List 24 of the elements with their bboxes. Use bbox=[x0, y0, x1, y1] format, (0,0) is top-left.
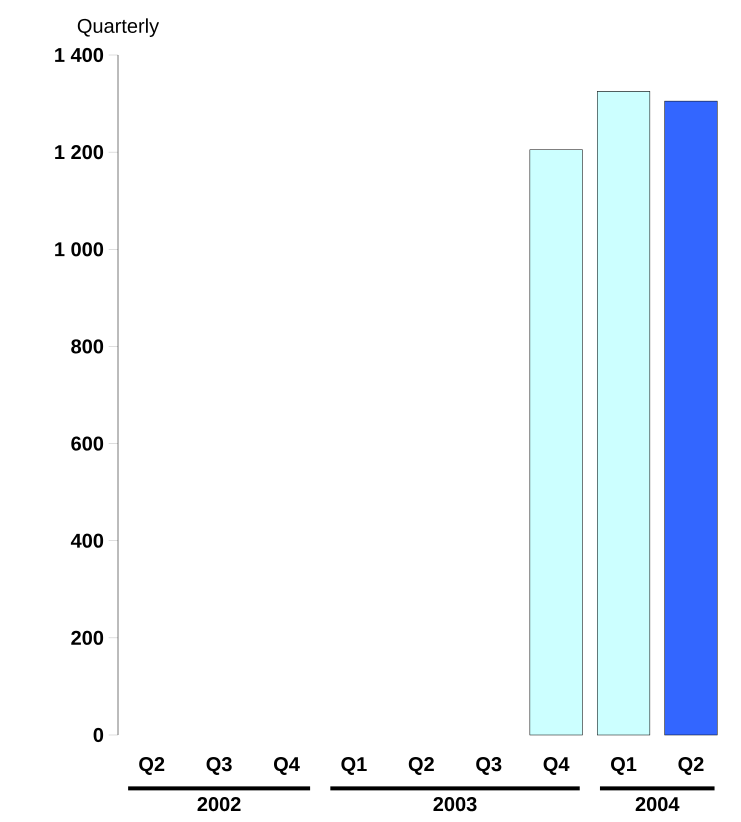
y-axis-title: Quarterly bbox=[78, 18, 160, 37]
y-tick-label: 0 bbox=[94, 728, 104, 742]
x-tick-label: Q4 bbox=[544, 757, 570, 775]
bar bbox=[664, 100, 718, 736]
x-tick-label: Q2 bbox=[678, 757, 704, 775]
bar bbox=[596, 91, 650, 736]
text: 2004 bbox=[636, 797, 680, 812]
x-tick-label: Q3 bbox=[206, 757, 232, 775]
bar bbox=[530, 149, 583, 736]
y-tick-label: 200 bbox=[71, 630, 104, 645]
text: 2003 bbox=[433, 797, 477, 812]
x-tick-label: Q2 bbox=[408, 757, 434, 775]
x-tick-label: Q1 bbox=[611, 757, 636, 775]
y-tick-label: 1 400 bbox=[55, 48, 104, 62]
x-tick-label: Q2 bbox=[139, 757, 164, 775]
x-tick-label: Q1 bbox=[341, 757, 367, 775]
y-tick-label: 600 bbox=[71, 436, 104, 451]
y-tick-label: 400 bbox=[70, 534, 104, 548]
y-tick-label: 1 200 bbox=[55, 145, 104, 160]
x-tick-label: Q4 bbox=[274, 757, 300, 775]
x-tick-label: Q3 bbox=[476, 757, 502, 775]
text: 2002 bbox=[198, 797, 241, 812]
y-tick-label: 800 bbox=[71, 339, 104, 354]
y-tick-label: 1 000 bbox=[55, 242, 104, 256]
